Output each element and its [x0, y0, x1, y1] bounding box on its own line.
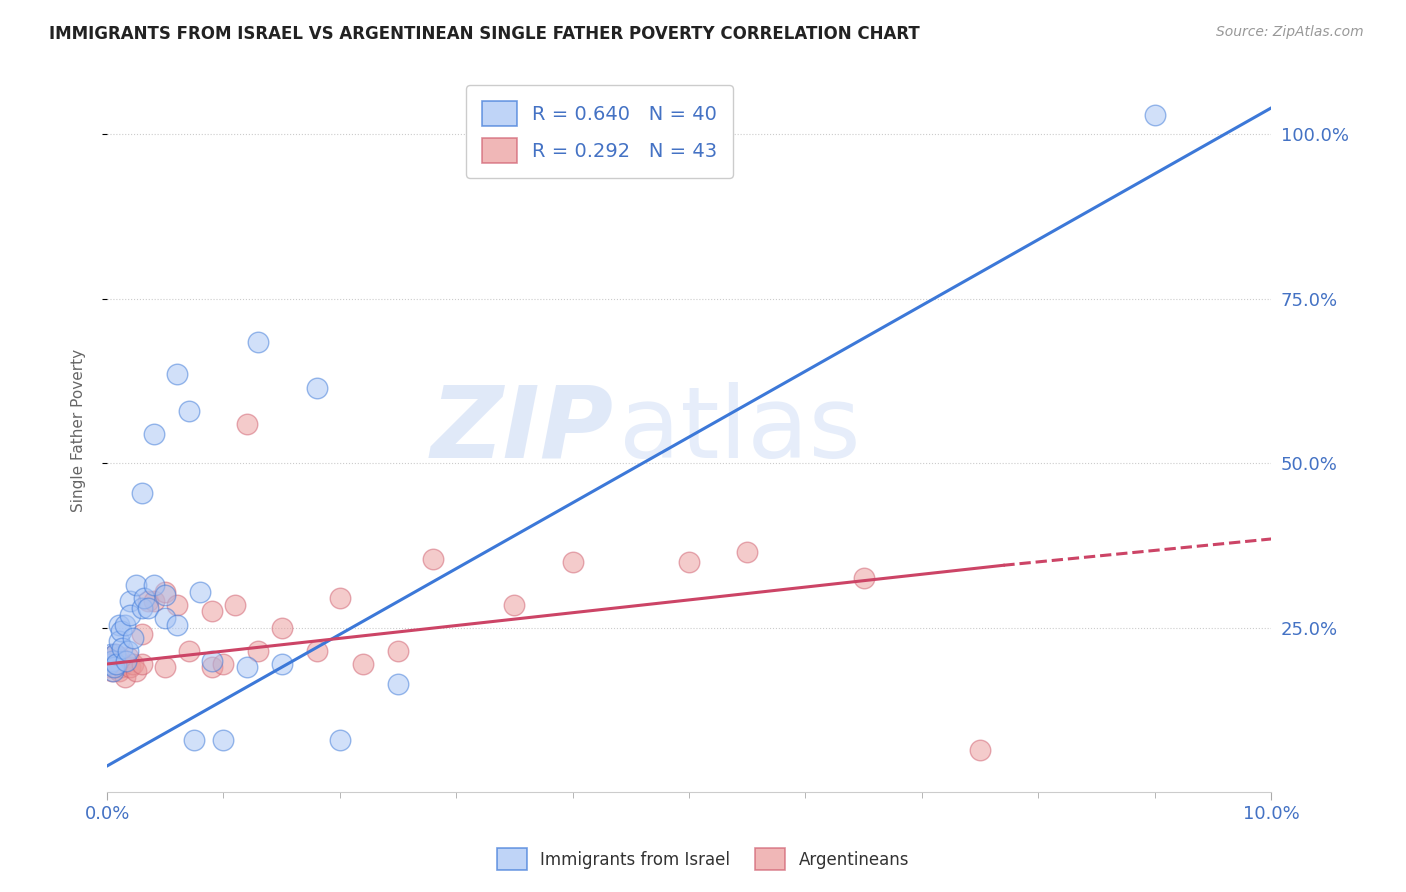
Point: [352, 657, 374, 671]
Point: [100, 650, 122, 665]
Point: [107, 650, 129, 665]
Point: [120, 660, 142, 674]
Point: [142, 594, 165, 608]
Point: [329, 591, 352, 606]
Point: [97, 657, 120, 671]
Point: [103, 660, 125, 674]
Point: [166, 617, 188, 632]
Point: [104, 647, 127, 661]
Point: [188, 584, 211, 599]
Point: [117, 644, 139, 658]
Point: [104, 647, 127, 661]
Point: [387, 677, 409, 691]
Point: [155, 611, 177, 625]
Point: [117, 650, 139, 665]
Point: [100, 664, 122, 678]
Point: [121, 631, 143, 645]
Point: [305, 381, 328, 395]
Point: [852, 571, 875, 585]
Point: [114, 617, 136, 632]
Legend: R = 0.640   N = 40, R = 0.292   N = 43: R = 0.640 N = 40, R = 0.292 N = 43: [465, 86, 733, 178]
Point: [101, 654, 124, 668]
Point: [105, 657, 128, 671]
Point: [107, 617, 129, 632]
Y-axis label: Single Father Poverty: Single Father Poverty: [72, 349, 86, 512]
Point: [125, 578, 148, 592]
Point: [305, 644, 328, 658]
Point: [136, 601, 159, 615]
Point: [121, 657, 143, 671]
Point: [131, 627, 153, 641]
Point: [503, 598, 526, 612]
Point: [236, 660, 259, 674]
Point: [201, 654, 224, 668]
Point: [110, 624, 132, 638]
Point: [201, 604, 224, 618]
Point: [270, 621, 292, 635]
Point: [120, 607, 142, 622]
Point: [98, 660, 121, 674]
Point: [969, 742, 991, 756]
Point: [110, 660, 132, 674]
Point: [131, 486, 153, 500]
Text: Source: ZipAtlas.com: Source: ZipAtlas.com: [1216, 25, 1364, 39]
Point: [114, 654, 136, 668]
Point: [142, 578, 165, 592]
Point: [136, 594, 159, 608]
Point: [101, 664, 124, 678]
Point: [1143, 107, 1166, 121]
Point: [201, 660, 224, 674]
Point: [134, 591, 156, 606]
Point: [329, 732, 352, 747]
Point: [107, 664, 129, 678]
Point: [247, 644, 270, 658]
Point: [387, 644, 409, 658]
Point: [114, 670, 136, 684]
Point: [103, 660, 125, 674]
Point: [125, 664, 148, 678]
Point: [111, 640, 134, 655]
Point: [98, 657, 121, 671]
Point: [422, 551, 444, 566]
Point: [183, 732, 205, 747]
Text: IMMIGRANTS FROM ISRAEL VS ARGENTINEAN SINGLE FATHER POVERTY CORRELATION CHART: IMMIGRANTS FROM ISRAEL VS ARGENTINEAN SI…: [49, 25, 920, 43]
Point: [105, 657, 128, 671]
Point: [735, 545, 758, 559]
Point: [247, 334, 270, 349]
Point: [236, 417, 259, 431]
Text: ZIP: ZIP: [430, 382, 613, 479]
Point: [224, 598, 246, 612]
Point: [120, 594, 142, 608]
Point: [131, 657, 153, 671]
Point: [131, 601, 153, 615]
Point: [111, 657, 134, 671]
Point: [155, 584, 177, 599]
Point: [212, 657, 235, 671]
Point: [100, 647, 122, 661]
Point: [561, 555, 583, 569]
Point: [155, 660, 177, 674]
Point: [177, 403, 200, 417]
Text: atlas: atlas: [619, 382, 860, 479]
Point: [212, 732, 235, 747]
Point: [100, 654, 122, 668]
Point: [166, 598, 188, 612]
Point: [166, 368, 188, 382]
Point: [177, 644, 200, 658]
Point: [155, 588, 177, 602]
Point: [142, 426, 165, 441]
Legend: Immigrants from Israel, Argentineans: Immigrants from Israel, Argentineans: [491, 842, 915, 877]
Point: [678, 555, 700, 569]
Point: [270, 657, 292, 671]
Point: [107, 634, 129, 648]
